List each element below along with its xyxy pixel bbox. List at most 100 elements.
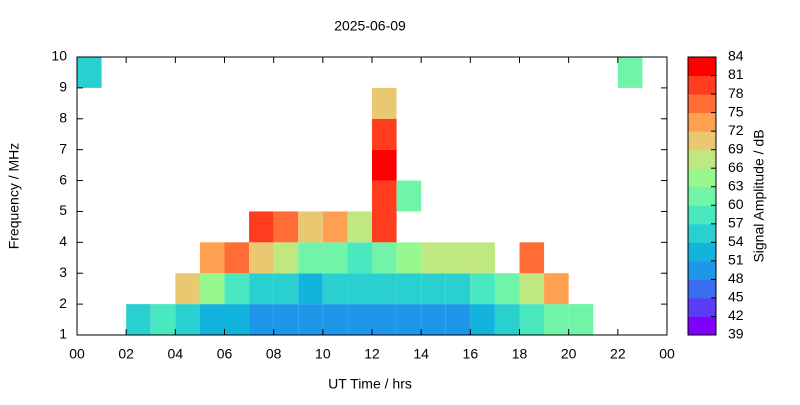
x-tick-label: 08 (266, 346, 282, 362)
heat-cell (396, 242, 422, 274)
colorbar-tick-label: 63 (728, 177, 744, 193)
x-tick-label: 22 (610, 346, 626, 362)
heat-cell (224, 242, 250, 274)
heat-cell (372, 242, 397, 274)
heat-cell (347, 273, 372, 305)
x-tick-label: 04 (168, 346, 184, 362)
heat-cell (126, 304, 151, 335)
heat-cell (322, 211, 348, 243)
colorbar-tick-label: 66 (728, 159, 744, 175)
colorbar-tick-label: 51 (728, 252, 744, 268)
heat-cell (617, 57, 643, 88)
colorbar-tick-label: 54 (728, 233, 744, 249)
heat-cell (175, 304, 200, 335)
heat-cell (372, 87, 397, 119)
colorbar-tick-label: 69 (728, 140, 744, 156)
heat-cell (445, 273, 471, 305)
heat-cell (568, 304, 594, 335)
colorbar-frame (687, 56, 717, 336)
x-tick-label: 20 (561, 346, 577, 362)
heat-cell (224, 273, 250, 305)
colorbar-swatch (688, 131, 716, 151)
colorbar-swatch (688, 168, 716, 188)
y-tick-label: 5 (59, 202, 67, 218)
x-tick-label: 18 (512, 346, 528, 362)
colorbar-swatch (688, 279, 716, 299)
heat-cell (273, 211, 299, 243)
colorbar-label: Signal Amplitude / dB (751, 129, 767, 262)
chart-title: 2025-06-09 (334, 18, 406, 34)
heat-cell (347, 242, 372, 274)
y-tick-label: 1 (59, 326, 67, 342)
x-tick-label: 00 (659, 346, 675, 362)
heat-cell (372, 211, 397, 243)
heat-cell (519, 242, 545, 274)
colorbar-swatch (688, 112, 716, 132)
heat-cell (494, 304, 520, 335)
colorbar-tick-label: 45 (728, 289, 744, 305)
heat-cell (421, 273, 446, 305)
heat-cell (519, 273, 545, 305)
heat-cell (298, 304, 323, 335)
y-tick-label: 6 (59, 171, 67, 187)
colorbar-swatch (688, 75, 716, 95)
heat-cell (224, 304, 250, 335)
colorbar-swatch (688, 94, 716, 114)
heat-cell (199, 242, 225, 274)
heat-cell (445, 304, 471, 335)
heat-cell (544, 304, 569, 335)
heat-cell (298, 273, 323, 305)
heat-cell (494, 273, 520, 305)
x-tick-label: 02 (118, 346, 134, 362)
colorbar-swatch (688, 149, 716, 169)
heat-cell (445, 242, 471, 274)
y-tick-label: 8 (59, 109, 67, 125)
y-axis-label: Frequency / MHz (6, 143, 22, 250)
colorbar-tick-label: 57 (728, 215, 744, 231)
colorbar-tick-label: 60 (728, 196, 744, 212)
x-tick-label: 00 (69, 346, 85, 362)
x-tick-label: 14 (413, 346, 429, 362)
colorbar-tick-label: 81 (728, 66, 744, 82)
heat-cell (249, 273, 274, 305)
heat-cell (396, 273, 422, 305)
heat-cell (322, 242, 348, 274)
heat-cell (396, 304, 422, 335)
y-tick-label: 7 (59, 140, 67, 156)
heat-cell (372, 304, 397, 335)
heat-cell (150, 304, 176, 335)
heat-cell (470, 304, 495, 335)
heat-cell (199, 273, 225, 305)
y-tick-label: 3 (59, 264, 67, 280)
colorbar-swatch (688, 260, 716, 280)
colorbar-swatch (688, 223, 716, 243)
heat-cell (372, 180, 397, 212)
heat-cell (470, 273, 495, 305)
heat-cell (322, 273, 348, 305)
x-tick-label: 12 (364, 346, 380, 362)
x-axis-label: UT Time / hrs (328, 376, 412, 392)
heat-cell (372, 273, 397, 305)
heat-cell (199, 304, 225, 335)
heat-cell (372, 149, 397, 181)
x-tick-label: 10 (315, 346, 331, 362)
colorbar-tick-label: 72 (728, 122, 744, 138)
heat-cell (396, 180, 422, 212)
heat-cell (249, 304, 274, 335)
colorbar-tick-label: 75 (728, 103, 744, 119)
heat-cell (273, 304, 299, 335)
heat-cell (273, 273, 299, 305)
colorbar-swatch (688, 316, 716, 336)
colorbar-tick-label: 48 (728, 270, 744, 286)
colorbar-swatch (688, 205, 716, 225)
y-tick-label: 2 (59, 295, 67, 311)
heat-cell (421, 242, 446, 274)
heat-cell (322, 304, 348, 335)
colorbar-swatch (688, 57, 716, 77)
colorbar-tick-label: 39 (728, 326, 744, 342)
heat-cell (175, 273, 200, 305)
heat-cell (470, 242, 495, 274)
x-tick-label: 06 (217, 346, 233, 362)
heat-cell (249, 242, 274, 274)
